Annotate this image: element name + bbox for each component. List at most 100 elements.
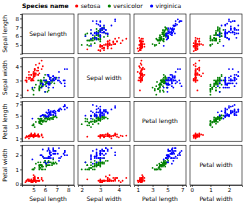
- point: [43, 80, 45, 82]
- point: [44, 161, 46, 163]
- point: [213, 117, 215, 119]
- point: [96, 34, 98, 36]
- point: [48, 156, 50, 158]
- point: [101, 118, 103, 120]
- point: [213, 85, 215, 87]
- point: [92, 166, 94, 168]
- point: [195, 80, 197, 82]
- point: [94, 32, 96, 34]
- tick-label: 3: [151, 187, 155, 193]
- point: [165, 36, 167, 38]
- point: [161, 39, 163, 41]
- point: [224, 33, 226, 35]
- point: [41, 120, 43, 122]
- tick: 8: [67, 185, 71, 193]
- point: [43, 157, 45, 159]
- point: [96, 161, 98, 163]
- point: [167, 33, 169, 35]
- point: [43, 80, 45, 82]
- point: [195, 44, 197, 46]
- point: [141, 177, 143, 179]
- point: [197, 43, 199, 45]
- point: [217, 34, 219, 36]
- point: [221, 74, 223, 76]
- point: [105, 111, 107, 113]
- point: [193, 45, 195, 47]
- point: [193, 137, 195, 139]
- tick-label: 3: [16, 124, 20, 130]
- point: [92, 118, 94, 120]
- point: [90, 110, 92, 112]
- point: [114, 20, 116, 22]
- panel-frame: [190, 102, 242, 142]
- point: [170, 33, 172, 35]
- point: [103, 180, 105, 182]
- point: [193, 78, 195, 80]
- point: [94, 35, 96, 37]
- tick: 0: [191, 185, 195, 193]
- point: [96, 164, 98, 166]
- point: [219, 114, 221, 116]
- points: [81, 18, 127, 52]
- point: [107, 33, 109, 35]
- point: [221, 80, 223, 82]
- point: [193, 135, 195, 137]
- point: [101, 29, 103, 31]
- point: [92, 20, 94, 22]
- point: [30, 80, 32, 82]
- point: [81, 44, 83, 46]
- point: [163, 74, 165, 76]
- point: [35, 181, 37, 183]
- point: [175, 20, 177, 22]
- point: [215, 30, 217, 32]
- point: [167, 27, 169, 29]
- point: [141, 45, 143, 47]
- point: [176, 157, 178, 159]
- point: [90, 161, 92, 163]
- point: [195, 135, 197, 137]
- point: [99, 157, 101, 159]
- point: [195, 132, 197, 134]
- tick: 3: [16, 78, 23, 84]
- point: [195, 43, 197, 45]
- point: [176, 81, 178, 83]
- point: [96, 117, 98, 119]
- point: [179, 20, 181, 22]
- point: [230, 82, 232, 84]
- point: [177, 18, 179, 20]
- point: [94, 114, 96, 116]
- point: [141, 60, 143, 62]
- point: [109, 134, 111, 136]
- tick: 3: [99, 185, 103, 193]
- tick-label: 1: [136, 187, 140, 193]
- point: [163, 40, 165, 42]
- point: [179, 20, 181, 22]
- point: [217, 34, 219, 36]
- point: [234, 20, 236, 22]
- point: [215, 119, 217, 121]
- point: [170, 32, 172, 34]
- point: [101, 112, 103, 114]
- point: [213, 37, 215, 39]
- point: [55, 78, 57, 80]
- point: [223, 87, 225, 89]
- point: [58, 80, 60, 82]
- point: [88, 122, 90, 124]
- point: [38, 166, 40, 168]
- point: [228, 115, 230, 117]
- point: [217, 85, 219, 87]
- point: [137, 71, 139, 73]
- point: [139, 48, 141, 50]
- panel: 234Sepal width: [78, 145, 131, 203]
- point: [234, 114, 236, 116]
- point: [219, 119, 221, 121]
- point: [32, 78, 34, 80]
- panel-frame: [190, 145, 242, 185]
- point: [237, 33, 239, 35]
- point: [47, 119, 49, 121]
- tick: 5: [16, 113, 23, 119]
- point: [164, 34, 166, 36]
- point: [228, 82, 230, 84]
- tick-mark: [20, 116, 22, 117]
- point: [98, 39, 100, 41]
